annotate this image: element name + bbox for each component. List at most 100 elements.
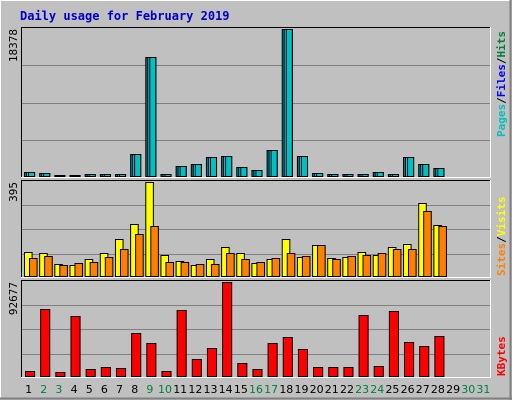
day-label: 16 — [249, 383, 263, 396]
day-label: 3 — [55, 383, 62, 396]
sites-bar — [271, 258, 281, 277]
sites-bar — [256, 262, 265, 277]
day-label: 22 — [340, 383, 354, 396]
sites-bar — [423, 211, 432, 277]
chart-title: Daily usage for February 2019 — [20, 9, 230, 23]
ymax-label: 395 — [7, 182, 20, 202]
sites-bar — [347, 256, 356, 277]
sites-bar — [119, 249, 129, 277]
pages-bar — [240, 167, 248, 177]
pages-bar — [209, 157, 218, 177]
pages-bar — [255, 170, 263, 177]
sites-bar — [44, 256, 53, 277]
sites-bar — [241, 259, 250, 277]
day-label: 24 — [370, 383, 384, 396]
kbytes-bar — [206, 348, 218, 377]
kbytes-bar — [100, 367, 111, 377]
pages-bar — [391, 174, 399, 177]
kbytes-bar — [373, 366, 384, 377]
pages-bar — [422, 164, 430, 177]
legend-pages: Pages — [495, 104, 508, 137]
kbytes-bar — [85, 369, 96, 377]
sites-bar — [195, 264, 205, 277]
pages-bar — [316, 173, 324, 177]
sites-bar — [438, 226, 447, 277]
legend-sep: / — [495, 57, 508, 64]
kbytes-bar — [70, 316, 81, 377]
kbytes-bar — [297, 349, 309, 377]
day-label: 1 — [25, 383, 32, 396]
pages-bar — [437, 168, 445, 177]
sites-bar — [59, 265, 68, 277]
day-label: 19 — [294, 383, 308, 396]
legend-visits-sites: Sites/Visits — [495, 197, 508, 277]
day-label: 28 — [431, 383, 445, 396]
sites-bar — [165, 262, 175, 277]
day-label: 21 — [325, 383, 339, 396]
pages-bar — [346, 174, 354, 177]
kbytes-bar — [40, 309, 51, 377]
sites-bar — [150, 226, 159, 277]
legend-kbytes: KBytes — [495, 336, 508, 376]
day-label: 18 — [279, 383, 293, 396]
pages-bar — [300, 156, 309, 177]
pages-bar — [118, 174, 127, 177]
day-label: 7 — [116, 383, 123, 396]
kbytes-bar — [267, 343, 278, 377]
day-label: 29 — [446, 383, 460, 396]
day-label: 15 — [234, 383, 248, 396]
kbytes-bar — [131, 333, 142, 377]
sites-bar — [317, 245, 326, 277]
kbytes-bar — [419, 346, 430, 377]
kbytes-bar — [176, 310, 187, 377]
day-label: 17 — [264, 383, 278, 396]
sites-bar — [29, 258, 38, 277]
pages-bar — [73, 175, 81, 177]
day-label: 30 — [461, 383, 475, 396]
kbytes-bar — [191, 359, 202, 377]
day-label: 9 — [146, 383, 153, 396]
pages-bar — [58, 175, 66, 177]
sites-bar — [135, 234, 144, 277]
legend-hits: Hits — [495, 31, 508, 58]
kbytes-bar — [252, 369, 263, 377]
sites-bar — [286, 253, 296, 277]
legend-sites: Sites — [495, 243, 508, 276]
sites-bar — [377, 253, 387, 277]
sites-bar — [180, 262, 190, 277]
kbytes-bar — [25, 371, 36, 377]
pages-bar — [164, 174, 172, 177]
pages-bar — [194, 164, 202, 177]
pages-bar — [331, 174, 339, 177]
pages-bar — [225, 156, 233, 177]
kbytes-bar — [161, 371, 172, 377]
legend-kbytes: KBytes — [495, 336, 508, 376]
day-label: 27 — [416, 383, 430, 396]
day-label: 5 — [86, 383, 93, 396]
ymax-label: 92677 — [7, 282, 20, 315]
kbytes-bar — [115, 368, 127, 377]
sites-bar — [104, 257, 114, 277]
kbytes-bar — [404, 342, 415, 377]
pages-bar — [103, 174, 111, 177]
sites-bar — [226, 253, 235, 277]
kbytes-bar — [222, 282, 233, 377]
legend-sep: / — [495, 236, 508, 243]
sites-bar — [89, 262, 99, 277]
day-label: 11 — [173, 383, 187, 396]
pages-bar — [361, 174, 369, 177]
day-label: 12 — [188, 383, 202, 396]
legend-visits: Visits — [495, 197, 508, 237]
pages-bar — [149, 57, 157, 177]
legend-files: Files — [495, 64, 508, 97]
pages-bar — [28, 172, 36, 177]
pages-bar — [285, 29, 293, 177]
kbytes-bar — [282, 337, 293, 377]
day-label: 20 — [310, 383, 324, 396]
day-label: 31 — [476, 383, 490, 396]
kbytes-bar — [55, 372, 66, 377]
legend-sep: / — [495, 97, 508, 104]
legend-hits-files-pages: Pages/Files/Hits — [495, 31, 508, 137]
